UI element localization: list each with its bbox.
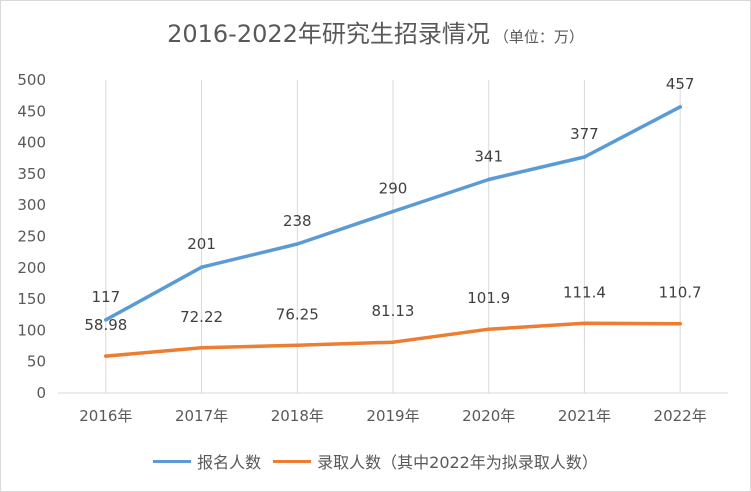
chart-title: 2016-2022年研究生招录情况 （单位：万） — [0, 14, 751, 49]
data-label-admitted-2017: 72.22 — [180, 308, 223, 326]
x-tick-label-2017: 2017年 — [175, 407, 228, 425]
y-tick-label-50: 50 — [27, 353, 46, 371]
data-point-applicants-2019 — [391, 209, 395, 214]
data-point-admitted-2022 — [678, 321, 682, 326]
data-label-admitted-2019: 81.13 — [372, 302, 415, 320]
y-tick-label-0: 0 — [36, 384, 46, 402]
data-label-admitted-2022: 110.7 — [659, 284, 702, 302]
chart-title-main: 2016-2022年研究生招录情况 — [167, 20, 490, 48]
data-point-applicants-2020 — [486, 177, 491, 182]
legend-label-applicants: 报名人数 — [197, 453, 262, 472]
data-point-admitted-2017 — [199, 345, 204, 350]
data-label-applicants-2018: 238 — [283, 212, 312, 230]
y-tick-label-200: 200 — [17, 259, 46, 277]
data-point-admitted-2016 — [104, 354, 108, 358]
data-point-admitted-2021 — [582, 321, 587, 326]
legend-item-applicants: 报名人数 — [153, 449, 261, 473]
chart-title-unit: （单位：万） — [493, 28, 584, 46]
y-tick-label-100: 100 — [17, 321, 46, 339]
data-point-applicants-2017 — [199, 265, 204, 269]
x-tick-label-2019: 2019年 — [366, 407, 419, 425]
x-tick-label-2021: 2021年 — [558, 407, 611, 425]
y-tick-label-300: 300 — [17, 196, 46, 214]
data-point-admitted-2018 — [295, 343, 300, 348]
data-point-applicants-2018 — [295, 242, 300, 246]
data-label-applicants-2022: 457 — [666, 75, 695, 93]
x-tick-label-2018: 2018年 — [271, 407, 324, 425]
line-chart: 0 50 100 150 200 250 300 350 400 450 500 2016年 2017年… — [17, 71, 728, 425]
data-point-applicants-2021 — [582, 155, 587, 159]
y-tick-label-500: 500 — [17, 71, 46, 89]
data-label-admitted-2018: 76.25 — [276, 305, 319, 323]
data-point-admitted-2020 — [486, 327, 491, 332]
data-label-applicants-2020: 341 — [474, 148, 503, 166]
y-tick-label-150: 150 — [17, 290, 46, 308]
data-label-applicants-2017: 201 — [187, 235, 216, 253]
data-point-admitted-2019 — [391, 340, 395, 345]
legend-swatch-applicants — [153, 459, 192, 463]
legend-label-admitted: 录取人数（其中2022年为拟录取人数） — [317, 453, 598, 472]
legend-item-admitted: 录取人数（其中2022年为拟录取人数） — [273, 449, 598, 473]
y-tick-label-400: 400 — [17, 134, 46, 152]
data-label-admitted-2016: 58.98 — [84, 316, 127, 334]
data-label-applicants-2016: 117 — [92, 288, 121, 306]
x-tick-label-2022: 2022年 — [654, 407, 707, 425]
data-point-applicants-2022 — [678, 105, 682, 109]
y-tick-label-250: 250 — [17, 228, 46, 246]
legend-swatch-admitted — [273, 459, 312, 463]
y-tick-label-450: 450 — [17, 102, 46, 120]
data-label-applicants-2021: 377 — [570, 125, 599, 143]
legend: 报名人数 录取人数（其中2022年为拟录取人数） — [0, 449, 751, 473]
data-label-applicants-2019: 290 — [379, 179, 408, 197]
x-tick-label-2020: 2020年 — [462, 407, 515, 425]
data-label-admitted-2021: 111.4 — [563, 283, 606, 301]
data-point-applicants-2016 — [104, 317, 108, 322]
y-tick-label-350: 350 — [17, 165, 46, 183]
x-tick-label-2016: 2016年 — [79, 407, 132, 425]
data-label-admitted-2020: 101.9 — [467, 289, 510, 307]
